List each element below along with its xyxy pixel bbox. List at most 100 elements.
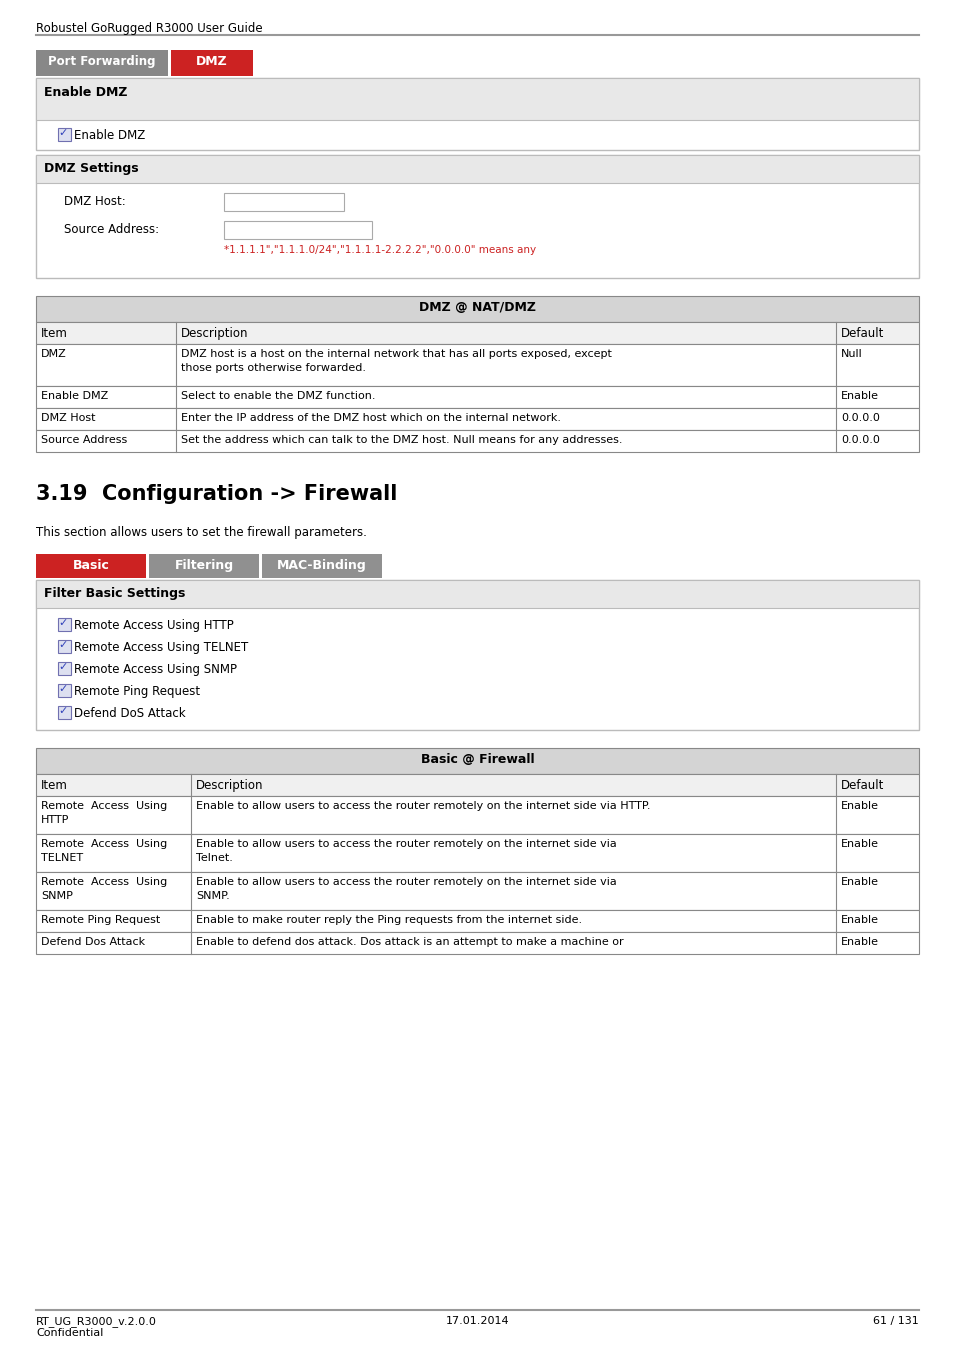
Bar xyxy=(171,50,253,76)
Bar xyxy=(36,408,918,431)
Text: RT_UG_R3000_v.2.0.0: RT_UG_R3000_v.2.0.0 xyxy=(36,1316,156,1327)
Bar xyxy=(36,344,918,386)
Text: TELNET: TELNET xyxy=(41,853,83,863)
Bar xyxy=(36,774,918,796)
Text: ✓: ✓ xyxy=(58,706,68,716)
Text: Enable: Enable xyxy=(841,915,878,925)
Text: DMZ: DMZ xyxy=(41,350,67,359)
Bar xyxy=(224,193,344,211)
Text: Enable: Enable xyxy=(841,838,878,849)
Text: Enable: Enable xyxy=(841,937,878,946)
Text: Enable DMZ: Enable DMZ xyxy=(44,86,128,99)
Bar xyxy=(36,386,918,408)
Bar xyxy=(58,618,71,630)
Bar xyxy=(36,796,918,834)
Text: This section allows users to set the firewall parameters.: This section allows users to set the fir… xyxy=(36,526,367,539)
Bar xyxy=(36,910,918,932)
Text: Defend Dos Attack: Defend Dos Attack xyxy=(41,937,145,946)
Text: Confidential: Confidential xyxy=(36,1328,103,1338)
Text: ✓: ✓ xyxy=(58,128,68,138)
Bar xyxy=(36,155,918,184)
Bar xyxy=(58,128,71,140)
Bar xyxy=(36,931,918,954)
Text: Enable to defend dos attack. Dos attack is an attempt to make a machine or: Enable to defend dos attack. Dos attack … xyxy=(195,937,623,946)
Bar xyxy=(262,554,381,578)
Text: DMZ @ NAT/DMZ: DMZ @ NAT/DMZ xyxy=(418,301,536,315)
Text: HTTP: HTTP xyxy=(41,815,70,825)
Text: Enable to allow users to access the router remotely on the internet side via HTT: Enable to allow users to access the rout… xyxy=(195,801,650,811)
Text: Description: Description xyxy=(181,327,248,340)
Text: *1.1.1.1","1.1.1.0/24","1.1.1.1-2.2.2.2","0.0.0.0" means any: *1.1.1.1","1.1.1.0/24","1.1.1.1-2.2.2.2"… xyxy=(224,244,536,255)
Text: ✓: ✓ xyxy=(58,684,68,694)
Bar xyxy=(36,431,918,452)
Text: Enable to make router reply the Ping requests from the internet side.: Enable to make router reply the Ping req… xyxy=(195,915,581,925)
Text: Defend DoS Attack: Defend DoS Attack xyxy=(74,707,186,720)
Text: SNMP: SNMP xyxy=(41,891,72,900)
Bar xyxy=(36,78,918,150)
Text: Enable: Enable xyxy=(841,392,878,401)
Text: Remote Access Using SNMP: Remote Access Using SNMP xyxy=(74,663,236,676)
Text: MAC-Binding: MAC-Binding xyxy=(276,559,367,572)
Bar xyxy=(58,706,71,720)
Text: Description: Description xyxy=(195,779,263,792)
Text: those ports otherwise forwarded.: those ports otherwise forwarded. xyxy=(181,363,366,373)
Text: Remote Access Using TELNET: Remote Access Using TELNET xyxy=(74,641,248,653)
Bar xyxy=(224,221,372,239)
Text: Null: Null xyxy=(841,350,862,359)
Text: Telnet.: Telnet. xyxy=(195,853,233,863)
Text: Default: Default xyxy=(841,779,883,792)
Text: Filter Basic Settings: Filter Basic Settings xyxy=(44,587,185,599)
Text: Enable to allow users to access the router remotely on the internet side via: Enable to allow users to access the rout… xyxy=(195,838,616,849)
Bar xyxy=(36,580,918,608)
Text: 0.0.0.0: 0.0.0.0 xyxy=(841,435,879,446)
Text: 3.19  Configuration -> Firewall: 3.19 Configuration -> Firewall xyxy=(36,485,397,504)
Text: Remote  Access  Using: Remote Access Using xyxy=(41,878,167,887)
Text: DMZ Host:: DMZ Host: xyxy=(64,194,126,208)
Text: Basic: Basic xyxy=(72,559,110,572)
Bar xyxy=(36,50,168,76)
Text: Enable: Enable xyxy=(841,878,878,887)
Text: Set the address which can talk to the DMZ host. Null means for any addresses.: Set the address which can talk to the DM… xyxy=(181,435,622,446)
Text: ✓: ✓ xyxy=(58,662,68,672)
Text: Default: Default xyxy=(841,327,883,340)
Bar xyxy=(36,78,918,120)
Text: SNMP.: SNMP. xyxy=(195,891,230,900)
Text: Select to enable the DMZ function.: Select to enable the DMZ function. xyxy=(181,392,375,401)
Text: Source Address:: Source Address: xyxy=(64,223,159,236)
Text: 0.0.0.0: 0.0.0.0 xyxy=(841,413,879,423)
Text: Enable DMZ: Enable DMZ xyxy=(41,392,108,401)
Text: 17.01.2014: 17.01.2014 xyxy=(445,1316,509,1326)
Bar xyxy=(58,640,71,653)
Text: ✓: ✓ xyxy=(58,640,68,649)
Text: Basic @ Firewall: Basic @ Firewall xyxy=(420,753,534,765)
Bar xyxy=(36,323,918,344)
Bar xyxy=(58,662,71,675)
Text: DMZ Host: DMZ Host xyxy=(41,413,95,423)
Text: Item: Item xyxy=(41,327,68,340)
Text: Robustel GoRugged R3000 User Guide: Robustel GoRugged R3000 User Guide xyxy=(36,22,262,35)
Text: Remote Ping Request: Remote Ping Request xyxy=(41,915,160,925)
Text: Item: Item xyxy=(41,779,68,792)
Text: Remote  Access  Using: Remote Access Using xyxy=(41,838,167,849)
Bar xyxy=(36,872,918,910)
Text: DMZ host is a host on the internal network that has all ports exposed, except: DMZ host is a host on the internal netwo… xyxy=(181,350,611,359)
Bar xyxy=(36,155,918,278)
Text: 61 / 131: 61 / 131 xyxy=(872,1316,918,1326)
Text: Enable: Enable xyxy=(841,801,878,811)
Text: Filtering: Filtering xyxy=(174,559,233,572)
Text: Enable to allow users to access the router remotely on the internet side via: Enable to allow users to access the rout… xyxy=(195,878,616,887)
Bar xyxy=(36,748,918,774)
Bar xyxy=(58,684,71,697)
Text: DMZ: DMZ xyxy=(196,55,228,68)
Text: Source Address: Source Address xyxy=(41,435,127,446)
Text: Port Forwarding: Port Forwarding xyxy=(49,55,155,68)
Text: Remote Access Using HTTP: Remote Access Using HTTP xyxy=(74,620,233,632)
Bar xyxy=(36,554,146,578)
Text: ✓: ✓ xyxy=(58,618,68,628)
Bar xyxy=(36,296,918,323)
Text: Remote  Access  Using: Remote Access Using xyxy=(41,801,167,811)
Text: DMZ Settings: DMZ Settings xyxy=(44,162,138,176)
Text: Enter the IP address of the DMZ host which on the internal network.: Enter the IP address of the DMZ host whi… xyxy=(181,413,560,423)
Text: Remote Ping Request: Remote Ping Request xyxy=(74,684,200,698)
Bar xyxy=(36,580,918,730)
